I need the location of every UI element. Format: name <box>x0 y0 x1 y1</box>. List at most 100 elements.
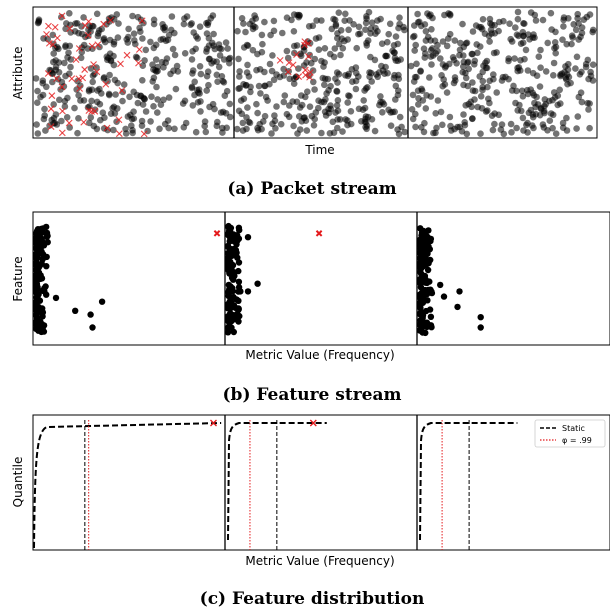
packet-point <box>382 52 390 60</box>
packet-point <box>192 45 199 53</box>
panel-a-points <box>32 8 597 138</box>
packet-point <box>355 23 363 31</box>
packet-point <box>283 47 291 55</box>
anomaly-packet-marker <box>47 105 55 113</box>
feature-point <box>424 266 432 274</box>
packet-point <box>64 54 71 61</box>
packet-point <box>560 23 567 30</box>
packet-point <box>556 86 563 94</box>
packet-point <box>41 112 48 119</box>
anomaly-packet-marker <box>117 60 124 68</box>
packet-point <box>585 106 592 113</box>
feature-point <box>423 290 431 298</box>
packet-point <box>209 39 216 47</box>
packet-point <box>206 103 213 111</box>
packet-point <box>239 119 247 127</box>
panel-a-caption: (a) Packet stream <box>227 179 396 199</box>
packet-point <box>367 25 375 32</box>
packet-point <box>293 98 301 106</box>
packet-point <box>563 114 570 122</box>
packet-point <box>368 78 376 85</box>
packet-point <box>377 15 384 23</box>
packet-point <box>119 97 126 105</box>
packet-point <box>587 68 594 76</box>
feature-point <box>224 313 232 320</box>
packet-point <box>315 97 322 104</box>
packet-point <box>183 13 191 20</box>
feature-point <box>33 258 40 266</box>
packet-point <box>226 54 234 62</box>
packet-point <box>346 17 353 24</box>
packet-point <box>394 91 402 99</box>
feature-point <box>427 256 434 264</box>
packet-point <box>512 24 519 31</box>
packet-point <box>575 93 583 101</box>
feature-point <box>420 231 427 238</box>
panel-c-caption: (c) Feature distribution <box>200 589 425 609</box>
packet-point <box>114 105 121 112</box>
packet-point <box>353 44 361 52</box>
anomaly-quantile-marker <box>309 419 317 427</box>
packet-point <box>347 108 355 115</box>
feature-outlier-point <box>244 234 252 241</box>
packet-point <box>331 16 339 24</box>
packet-point <box>400 23 407 31</box>
panel-a-frame <box>32 6 598 139</box>
packet-point <box>380 101 388 108</box>
packet-point <box>334 124 341 132</box>
feature-point <box>38 248 45 256</box>
feature-point <box>36 318 44 325</box>
packet-point <box>288 16 295 24</box>
packet-point <box>208 60 215 67</box>
anomaly-packet-marker <box>94 41 102 49</box>
panel-a-ylabel: Attribute <box>11 47 25 100</box>
anomaly-packet-marker <box>58 12 66 20</box>
feature-point <box>35 324 42 332</box>
packet-point <box>409 91 417 99</box>
feature-point <box>416 327 424 334</box>
packet-point <box>233 125 241 133</box>
packet-point <box>91 106 99 113</box>
packet-point <box>180 124 188 131</box>
feature-point <box>228 324 235 331</box>
packet-point <box>312 35 320 42</box>
feature-point <box>235 259 243 266</box>
feature-point <box>32 289 40 296</box>
packet-point <box>159 21 166 28</box>
packet-point <box>104 54 112 62</box>
packet-point <box>349 78 356 85</box>
panel-c-lines <box>33 419 518 550</box>
packet-point <box>34 99 41 106</box>
anomaly-packet-marker <box>90 61 97 68</box>
packet-point <box>109 104 116 112</box>
feature-point <box>416 255 424 262</box>
packet-point <box>153 83 160 91</box>
packet-point <box>345 92 352 99</box>
feature-point <box>418 276 425 283</box>
packet-point <box>147 118 154 125</box>
packet-point <box>550 72 557 79</box>
packet-point <box>215 41 223 48</box>
packet-point <box>253 100 260 108</box>
packet-point <box>422 105 430 112</box>
anomaly-packet-marker <box>301 66 309 74</box>
packet-point <box>193 86 201 94</box>
packet-point <box>427 53 435 60</box>
packet-point <box>518 87 526 95</box>
packet-point <box>489 126 497 134</box>
packet-point <box>78 30 86 38</box>
packet-point <box>181 97 189 105</box>
feature-point <box>235 224 243 231</box>
packet-point <box>165 94 173 101</box>
packet-point <box>392 82 400 90</box>
feature-point <box>417 295 424 302</box>
packet-point <box>451 74 459 81</box>
packet-point <box>573 125 580 132</box>
packet-point <box>129 126 136 134</box>
packet-point <box>196 23 204 31</box>
feature-point <box>235 306 242 313</box>
packet-point <box>181 50 189 57</box>
packet-point <box>254 109 261 117</box>
packet-point <box>374 73 382 81</box>
packet-point <box>160 96 167 104</box>
